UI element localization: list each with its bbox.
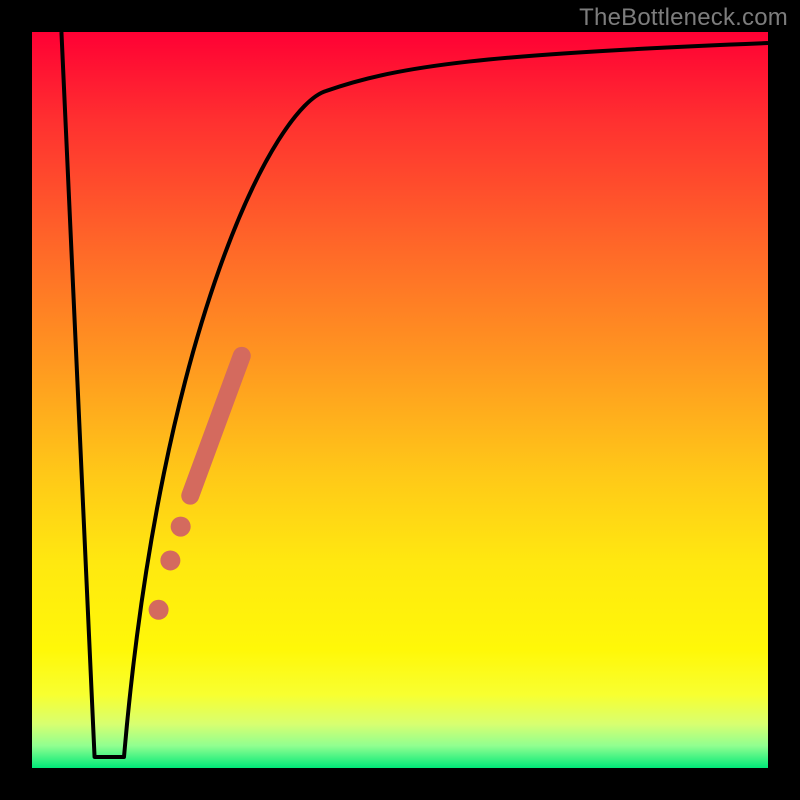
highlight-dot bbox=[160, 550, 180, 570]
watermark-text: TheBottleneck.com bbox=[579, 4, 788, 32]
bottleneck-chart bbox=[0, 0, 800, 800]
chart-container: TheBottleneck.com bbox=[0, 0, 800, 800]
highlight-dot bbox=[171, 517, 191, 537]
highlight-dot bbox=[149, 600, 169, 620]
plot-background bbox=[32, 32, 768, 768]
